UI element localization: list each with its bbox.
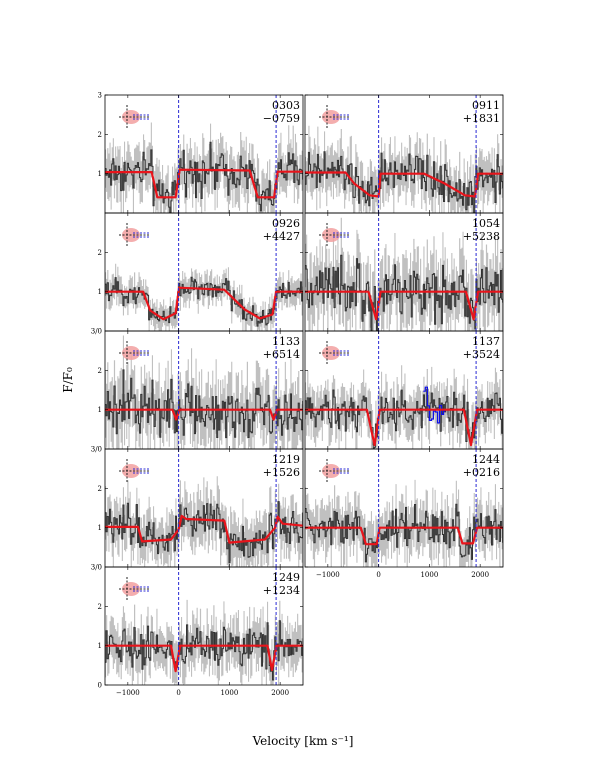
y-tick-label: 2 [98, 485, 102, 493]
spectrum-line [305, 151, 503, 213]
panel-label-dec: −0759 [263, 112, 300, 125]
y-tick-label: 3/0 [91, 446, 102, 454]
error-band [105, 599, 303, 685]
panel-frame [304, 448, 504, 568]
panel-label-ra: 1244 [472, 453, 500, 466]
panel-grid: 1230303−07590911+1831123/00926+44271054+… [91, 92, 504, 697]
y-tick-label: 1 [98, 288, 102, 296]
panel-label-ra: 1137 [472, 335, 500, 348]
panel-frame [104, 566, 304, 686]
panel-label-dec: +0216 [463, 466, 500, 479]
panel-1137: 1137+3524 [304, 330, 504, 450]
panel-label-dec: +4427 [263, 230, 300, 243]
y-tick-label: 2 [98, 131, 102, 139]
model-line [305, 408, 503, 447]
x-tick-label: 1000 [420, 571, 438, 579]
panel-1133: 1 2 3/0 1133+6514 [91, 330, 304, 454]
x-tick-label: 1000 [220, 689, 238, 697]
panel-label-dec: +6514 [263, 348, 300, 361]
x-tick-label: 2000 [471, 571, 489, 579]
panel-1249: 0 1 2 −1000 0 1000 2000 1249+1234 [98, 566, 304, 697]
panel-label-ra: 1219 [272, 453, 300, 466]
geometry-icon [119, 105, 149, 129]
y-axis-label: F/F₀ [61, 367, 75, 393]
geometry-icon [319, 223, 349, 247]
panel-1219: 1 2 3/0 1219+1526 [91, 448, 304, 572]
x-tick-label: −1000 [116, 689, 140, 697]
y-tick-label: 1 [98, 406, 102, 414]
panel-label-dec: +1831 [463, 112, 500, 125]
panel-label-dec: +3524 [463, 348, 500, 361]
panel-0926: 1 2 3/0 0926+4427 [91, 212, 304, 336]
x-tick-label: 0 [376, 571, 380, 579]
y-tick-label: 2 [98, 603, 102, 611]
panel-1054: 1054+5238 [304, 212, 504, 332]
panel-label-ra: 1054 [472, 217, 500, 230]
y-tick-label: 1 [98, 642, 102, 650]
x-tick-label: 0 [176, 689, 180, 697]
panel-label-dec: +5238 [463, 230, 500, 243]
spectrum-line [105, 620, 303, 681]
spectrum-line [105, 501, 303, 564]
panel-0303: 1 2 3 0303−0759 [98, 92, 304, 214]
model-line [105, 168, 303, 199]
panel-0911: 0911+1831 [304, 94, 504, 214]
y-tick-label: 3/0 [91, 328, 102, 336]
model-line [305, 290, 503, 321]
panel-label-ra: 0303 [272, 99, 300, 112]
y-tick-label: 3 [98, 92, 102, 100]
panel-label-dec: +1526 [263, 466, 300, 479]
geometry-icon [319, 105, 349, 129]
geometry-icon [119, 459, 149, 483]
spectrum-line [305, 254, 503, 331]
panel-label-ra: 0926 [272, 217, 300, 230]
y-tick-label: 1 [98, 524, 102, 532]
model-line [105, 514, 303, 544]
geometry-icon [319, 459, 349, 483]
panel-label-ra: 1249 [272, 571, 300, 584]
y-tick-label: 1 [98, 170, 102, 178]
panel-label-dec: +1234 [263, 584, 300, 597]
y-tick-label: 0 [98, 682, 102, 690]
x-axis-label: Velocity [km s⁻¹] [252, 734, 354, 748]
model-line [305, 526, 503, 546]
error-band [305, 217, 503, 331]
panel-1244: −1000 0 1000 2000 1244+0216 [304, 448, 504, 579]
geometry-icon [119, 341, 149, 365]
geometry-icon [119, 577, 149, 601]
x-tick-label: 2000 [271, 689, 289, 697]
model-line [105, 286, 303, 321]
y-tick-label: 2 [98, 367, 102, 375]
panel-label-ra: 1133 [272, 335, 300, 348]
y-tick-label: 3/0 [91, 564, 102, 572]
geometry-icon [319, 341, 349, 365]
panel-label-ra: 0911 [472, 99, 500, 112]
geometry-icon [119, 223, 149, 247]
y-tick-label: 2 [98, 249, 102, 257]
x-tick-label: −1000 [316, 571, 340, 579]
